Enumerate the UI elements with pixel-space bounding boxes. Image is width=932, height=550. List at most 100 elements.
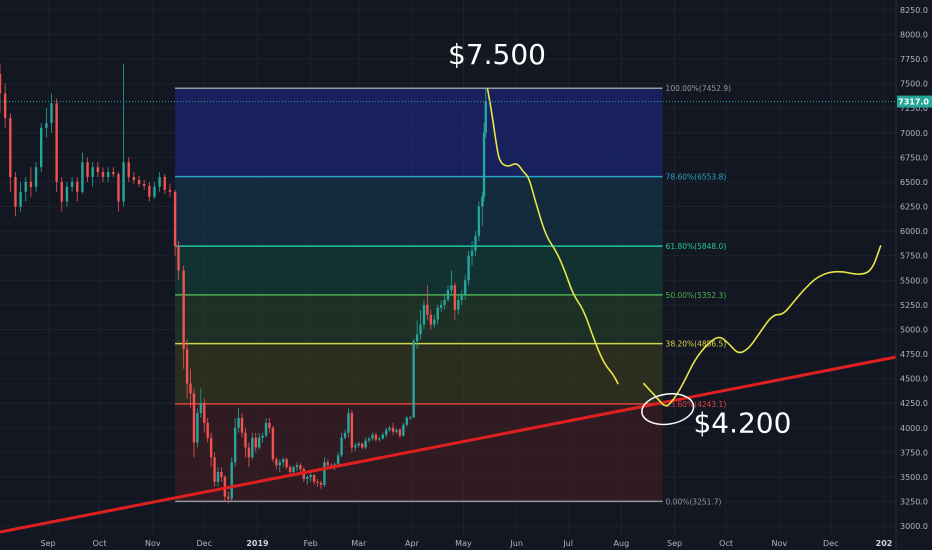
candle-body xyxy=(264,422,268,436)
candle-body xyxy=(371,434,374,439)
candle-body xyxy=(261,435,264,438)
candle-body xyxy=(453,285,457,310)
price-tick-label: 4000.0 xyxy=(900,424,928,433)
projection-path[interactable] xyxy=(486,87,619,385)
support-trendline[interactable] xyxy=(0,355,897,534)
candle-body xyxy=(251,437,254,458)
last-price-label: 7317.0 xyxy=(898,98,929,107)
candle-body xyxy=(3,93,7,119)
candle-body xyxy=(189,383,192,394)
candle-body xyxy=(282,459,285,463)
candle-body xyxy=(398,429,402,436)
price-tick-label: 5750.0 xyxy=(900,252,928,261)
candle-body xyxy=(268,422,271,428)
candle-body xyxy=(463,280,467,296)
candle-body xyxy=(240,417,244,433)
candle-body xyxy=(177,245,180,271)
time-tick-label: 202 xyxy=(876,539,893,548)
candle-body xyxy=(220,472,223,477)
fib-zone-fill xyxy=(175,294,663,344)
time-axis[interactable]: Sep Oct Nov Dec 2019 Feb Mar Apr May Jun Jul Aug Sep… xyxy=(41,539,893,548)
candle-body xyxy=(29,181,33,187)
annotations[interactable]: $7.500 $4.200 xyxy=(448,38,791,440)
fibonacci-levels[interactable]: 100.00%(7452.9) 78.60%(6553.8) 61.80%(5848… xyxy=(175,84,731,506)
candle-body xyxy=(426,304,429,315)
price-tick-label: 8250.0 xyxy=(900,6,928,15)
candle-body xyxy=(474,236,477,251)
candle-body xyxy=(354,445,357,448)
price-tick-label: 7500.0 xyxy=(900,80,928,89)
price-tick-label: 6750.0 xyxy=(900,153,928,162)
candle-body xyxy=(484,101,487,133)
highlight-circle[interactable] xyxy=(640,391,696,428)
candle-body xyxy=(230,462,233,499)
candle-body xyxy=(299,465,302,470)
time-tick-label: Nov xyxy=(771,539,787,548)
price-tick-label: 3000.0 xyxy=(900,522,928,531)
candle-body xyxy=(24,181,27,192)
time-tick-label: 2019 xyxy=(246,539,269,548)
candle-body xyxy=(209,437,213,458)
fib-level-label: 0.00%(3251.7) xyxy=(666,497,722,506)
candle-body xyxy=(0,73,2,94)
price-tick-label: 3500.0 xyxy=(900,473,928,482)
time-tick-label: Apr xyxy=(405,539,420,548)
candle-body xyxy=(336,455,340,465)
candle-body xyxy=(285,459,288,468)
candle-body xyxy=(316,481,319,483)
fib-zone-fill xyxy=(175,403,663,502)
price-annotation[interactable]: $4.200 xyxy=(693,407,791,440)
candle-body xyxy=(112,172,115,175)
time-tick-label: Aug xyxy=(614,539,630,548)
trendline-group[interactable] xyxy=(0,355,897,534)
price-axis[interactable]: 8250.0 8000.0 7750.0 7500.0 7250.0 7000.0 6750… xyxy=(897,6,932,531)
candle-body xyxy=(340,437,343,456)
candle-body xyxy=(60,181,63,202)
candle-body xyxy=(45,122,48,128)
candle-body xyxy=(295,465,299,468)
price-axis-background[interactable] xyxy=(896,0,932,550)
candle-body xyxy=(153,186,156,197)
candle-body xyxy=(319,482,323,485)
candle-body xyxy=(86,162,89,178)
projection-path[interactable] xyxy=(642,245,882,407)
candle-body xyxy=(173,191,177,246)
fib-level-label: 100.00%(7452.9) xyxy=(666,84,732,93)
candle-body xyxy=(470,250,474,256)
candle-body xyxy=(55,103,58,182)
candle-body xyxy=(429,314,433,325)
candle-body xyxy=(14,177,17,207)
fib-zone-fill xyxy=(175,246,663,295)
candle-body xyxy=(213,457,216,482)
candle-body xyxy=(477,206,481,237)
time-tick-label: Dec xyxy=(823,539,838,548)
candle-body xyxy=(19,191,22,207)
candle-body xyxy=(203,403,206,423)
price-tick-label: 8000.0 xyxy=(900,30,928,39)
candle-body xyxy=(216,472,220,482)
time-tick-label: Jul xyxy=(562,539,573,548)
candle-body xyxy=(385,429,388,435)
price-tick-label: 7750.0 xyxy=(900,55,928,64)
price-tick-label: 6500.0 xyxy=(900,178,928,187)
time-tick-label: Mar xyxy=(351,539,367,548)
candle-body xyxy=(460,295,463,300)
time-tick-label: Oct xyxy=(93,539,107,548)
candle-body xyxy=(237,417,240,428)
price-tick-label: 4500.0 xyxy=(900,375,928,384)
candle-body xyxy=(482,132,486,197)
candle-body xyxy=(65,186,69,202)
price-tick-label: 4750.0 xyxy=(900,350,928,359)
projection-group[interactable] xyxy=(486,87,882,428)
candle-body xyxy=(415,334,419,342)
candle-body xyxy=(412,341,415,418)
price-tick-label: 7250.0 xyxy=(900,104,928,113)
candle-body xyxy=(391,427,395,432)
candle-body xyxy=(106,172,110,178)
candle-body xyxy=(446,290,450,300)
time-tick-label: Dec xyxy=(197,539,212,548)
price-annotation[interactable]: $7.500 xyxy=(448,38,546,71)
candle-body xyxy=(402,424,405,436)
price-tick-label: 6250.0 xyxy=(900,203,928,212)
